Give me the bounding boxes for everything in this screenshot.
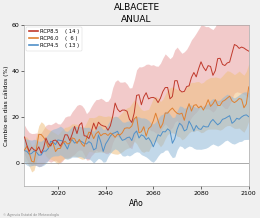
Y-axis label: Cambio en días cálidos (%): Cambio en días cálidos (%) xyxy=(3,65,9,146)
X-axis label: Año: Año xyxy=(129,199,144,208)
Legend: RCP8.5    ( 14 ), RCP6.0    (  6 ), RCP4.5    ( 13 ): RCP8.5 ( 14 ), RCP6.0 ( 6 ), RCP4.5 ( 13… xyxy=(26,27,82,51)
Title: ALBACETE
ANUAL: ALBACETE ANUAL xyxy=(114,3,160,24)
Text: © Agencia Estatal de Meteorología: © Agencia Estatal de Meteorología xyxy=(3,213,58,217)
